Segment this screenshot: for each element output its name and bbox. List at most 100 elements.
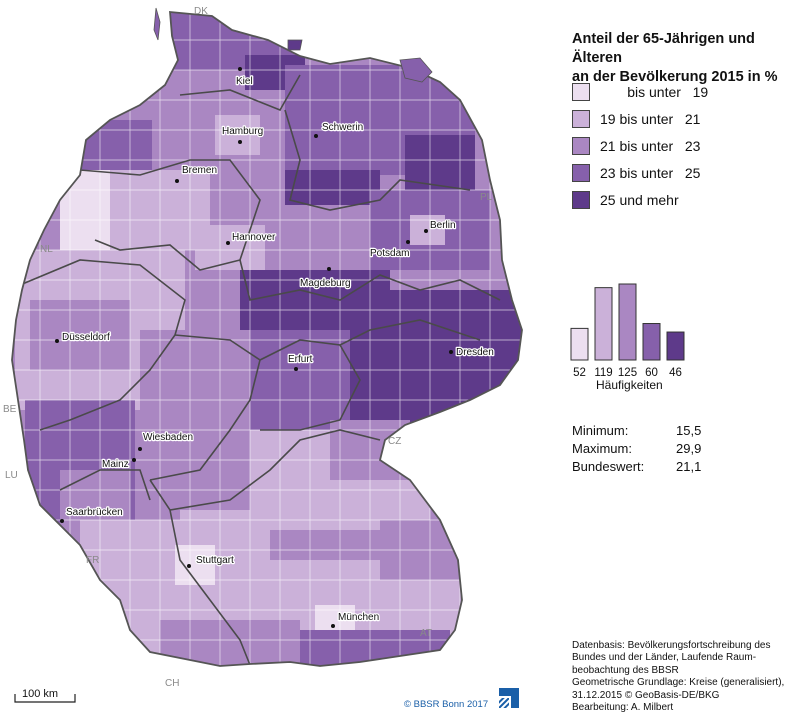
region-emsland bbox=[60, 170, 115, 250]
histogram-bar-label: 52 bbox=[573, 367, 586, 379]
city-label-potsdam: Potsdam bbox=[370, 248, 409, 259]
country-code-cz: CZ bbox=[388, 436, 401, 447]
region-nrw-south bbox=[30, 300, 130, 370]
state-borders bbox=[19, 74, 501, 666]
stat-maximum-value: 29,9 bbox=[676, 441, 702, 456]
histogram-bar bbox=[594, 287, 613, 361]
germany-outline bbox=[11, 11, 523, 667]
legend-label: bis unter 19 bbox=[600, 83, 709, 100]
city-dot-saarbruecken bbox=[60, 519, 64, 523]
copyright-text: © BBSR Bonn 2017 bbox=[404, 699, 489, 710]
city-dot-potsdam bbox=[406, 240, 410, 244]
city-label-duesseldorf: Düsseldorf bbox=[62, 332, 110, 343]
histogram-bar bbox=[570, 327, 589, 361]
city-label-berlin: Berlin bbox=[430, 220, 456, 231]
city-dot-schwerin bbox=[314, 134, 318, 138]
city-label-dresden: Dresden bbox=[456, 347, 494, 358]
legend-swatch bbox=[572, 136, 590, 155]
country-code-fr: FR bbox=[86, 555, 99, 566]
source-line-6: Bearbeitung: A. Milbert bbox=[572, 702, 674, 714]
scale-bar-label: 100 km bbox=[22, 688, 59, 700]
legend: bis unter 19 19 bis unter 21 21 bis unter … bbox=[572, 78, 708, 213]
legend-row: 25 und mehr bbox=[572, 186, 708, 213]
city-label-schwerin: Schwerin bbox=[322, 122, 363, 133]
scale-bar bbox=[14, 694, 76, 703]
city-label-magdeburg: Magdeburg bbox=[300, 278, 351, 289]
city-label-hannover: Hannover bbox=[232, 232, 276, 243]
stat-federal-label: Bundeswert: bbox=[572, 459, 645, 474]
city-dot-mainz bbox=[132, 458, 136, 462]
source-line-4: Geometrische Grundlage: Kreise (generali… bbox=[572, 677, 785, 689]
city-dot-hannover bbox=[226, 241, 230, 245]
region-thueringen bbox=[240, 330, 350, 430]
statistics-block: Minimum: 15,5 Maximum: 29,9 Bundeswert: … bbox=[572, 422, 701, 476]
source-line-3: beobachtung des BBSR bbox=[572, 664, 679, 676]
city-label-hamburg: Hamburg bbox=[222, 126, 263, 137]
country-code-nl: NL bbox=[40, 244, 53, 255]
city-label-bremen: Bremen bbox=[182, 165, 217, 176]
country-code-dk: DK bbox=[194, 6, 208, 17]
stat-minimum-label: Minimum: bbox=[572, 423, 629, 438]
country-code-at: AT bbox=[420, 628, 432, 639]
histogram-bar bbox=[618, 283, 637, 361]
island-fehmarn bbox=[287, 39, 303, 51]
city-dot-kiel bbox=[238, 67, 242, 71]
city-dot-berlin bbox=[424, 229, 428, 233]
city-markers: Kiel Hamburg Schwerin Bremen Berlin Hann… bbox=[55, 67, 495, 628]
region-hamburg-area bbox=[215, 115, 260, 155]
source-line-2: Bundes und der Länder, Laufende Raum- bbox=[572, 652, 757, 664]
legend-title-line2: an der Bevölkerung 2015 in % bbox=[572, 69, 778, 85]
histogram-bar-label: 46 bbox=[669, 367, 682, 379]
region-sachsen bbox=[330, 290, 522, 430]
region-stuttgart bbox=[175, 545, 215, 585]
district-polygons bbox=[12, 12, 522, 666]
germany-choropleth-map: DK PL NL BE LU FR CH AT CZ Kiel Hamburg … bbox=[3, 6, 523, 689]
country-code-pl: PL bbox=[480, 192, 493, 203]
legend-label: 25 und mehr bbox=[600, 191, 679, 208]
city-label-wiesbaden: Wiesbaden bbox=[143, 432, 193, 443]
stat-maximum-label: Maximum: bbox=[572, 441, 632, 456]
country-code-ch: CH bbox=[165, 678, 179, 689]
histogram-bar-label: 60 bbox=[645, 367, 658, 379]
country-code-be: BE bbox=[3, 404, 17, 415]
city-dot-muenchen bbox=[331, 624, 335, 628]
data-source-note: Datenbasis: Bevölkerungsfortschreibung d… bbox=[572, 640, 798, 714]
city-label-erfurt: Erfurt bbox=[288, 354, 313, 365]
legend-row: 19 bis unter 21 bbox=[572, 105, 708, 132]
legend-swatch bbox=[572, 190, 590, 209]
city-label-saarbruecken: Saarbrücken bbox=[66, 507, 123, 518]
legend-label: 21 bis unter 23 bbox=[600, 137, 701, 154]
city-label-muenchen: München bbox=[338, 612, 379, 623]
region-ostfriesland bbox=[82, 120, 152, 170]
city-dot-duesseldorf bbox=[55, 339, 59, 343]
city-dot-bremen bbox=[175, 179, 179, 183]
legend-swatch bbox=[572, 163, 590, 182]
island-sylt bbox=[153, 7, 161, 41]
city-label-mainz: Mainz bbox=[102, 459, 129, 470]
city-dot-dresden bbox=[449, 350, 453, 354]
histogram-bar bbox=[666, 331, 685, 361]
bbsr-logo-icon bbox=[497, 686, 521, 710]
histogram-bar-label: 125 bbox=[618, 367, 637, 379]
city-dot-hamburg bbox=[238, 140, 242, 144]
stat-federal: Bundeswert: 21,1 bbox=[572, 458, 701, 476]
source-line-5: 31.12.2015 © GeoBasis-DE/BKG bbox=[572, 689, 720, 701]
histogram-bar-label: 119 bbox=[594, 367, 612, 379]
histogram-bar bbox=[642, 323, 661, 361]
legend-swatch bbox=[572, 109, 590, 128]
legend-row: 21 bis unter 23 bbox=[572, 132, 708, 159]
legend-swatch bbox=[572, 82, 590, 101]
city-label-kiel: Kiel bbox=[236, 76, 253, 87]
city-dot-magdeburg bbox=[327, 267, 331, 271]
frequency-histogram: 52 119 125 60 46 bbox=[570, 283, 685, 379]
legend-title-line1: Anteil der 65-Jährigen und Älteren bbox=[572, 31, 755, 66]
source-line-1: Datenbasis: Bevölkerungsfortschreibung d… bbox=[572, 640, 771, 651]
region-vorpommern bbox=[405, 135, 475, 190]
country-code-lu: LU bbox=[5, 470, 18, 481]
histogram-caption: Häufigkeiten bbox=[596, 378, 663, 392]
city-dot-erfurt bbox=[294, 367, 298, 371]
legend-row: 23 bis unter 25 bbox=[572, 159, 708, 186]
stat-federal-value: 21,1 bbox=[676, 459, 702, 474]
legend-title: Anteil der 65-Jährigen und Älteren an de… bbox=[572, 30, 797, 87]
stat-minimum: Minimum: 15,5 bbox=[572, 422, 701, 440]
